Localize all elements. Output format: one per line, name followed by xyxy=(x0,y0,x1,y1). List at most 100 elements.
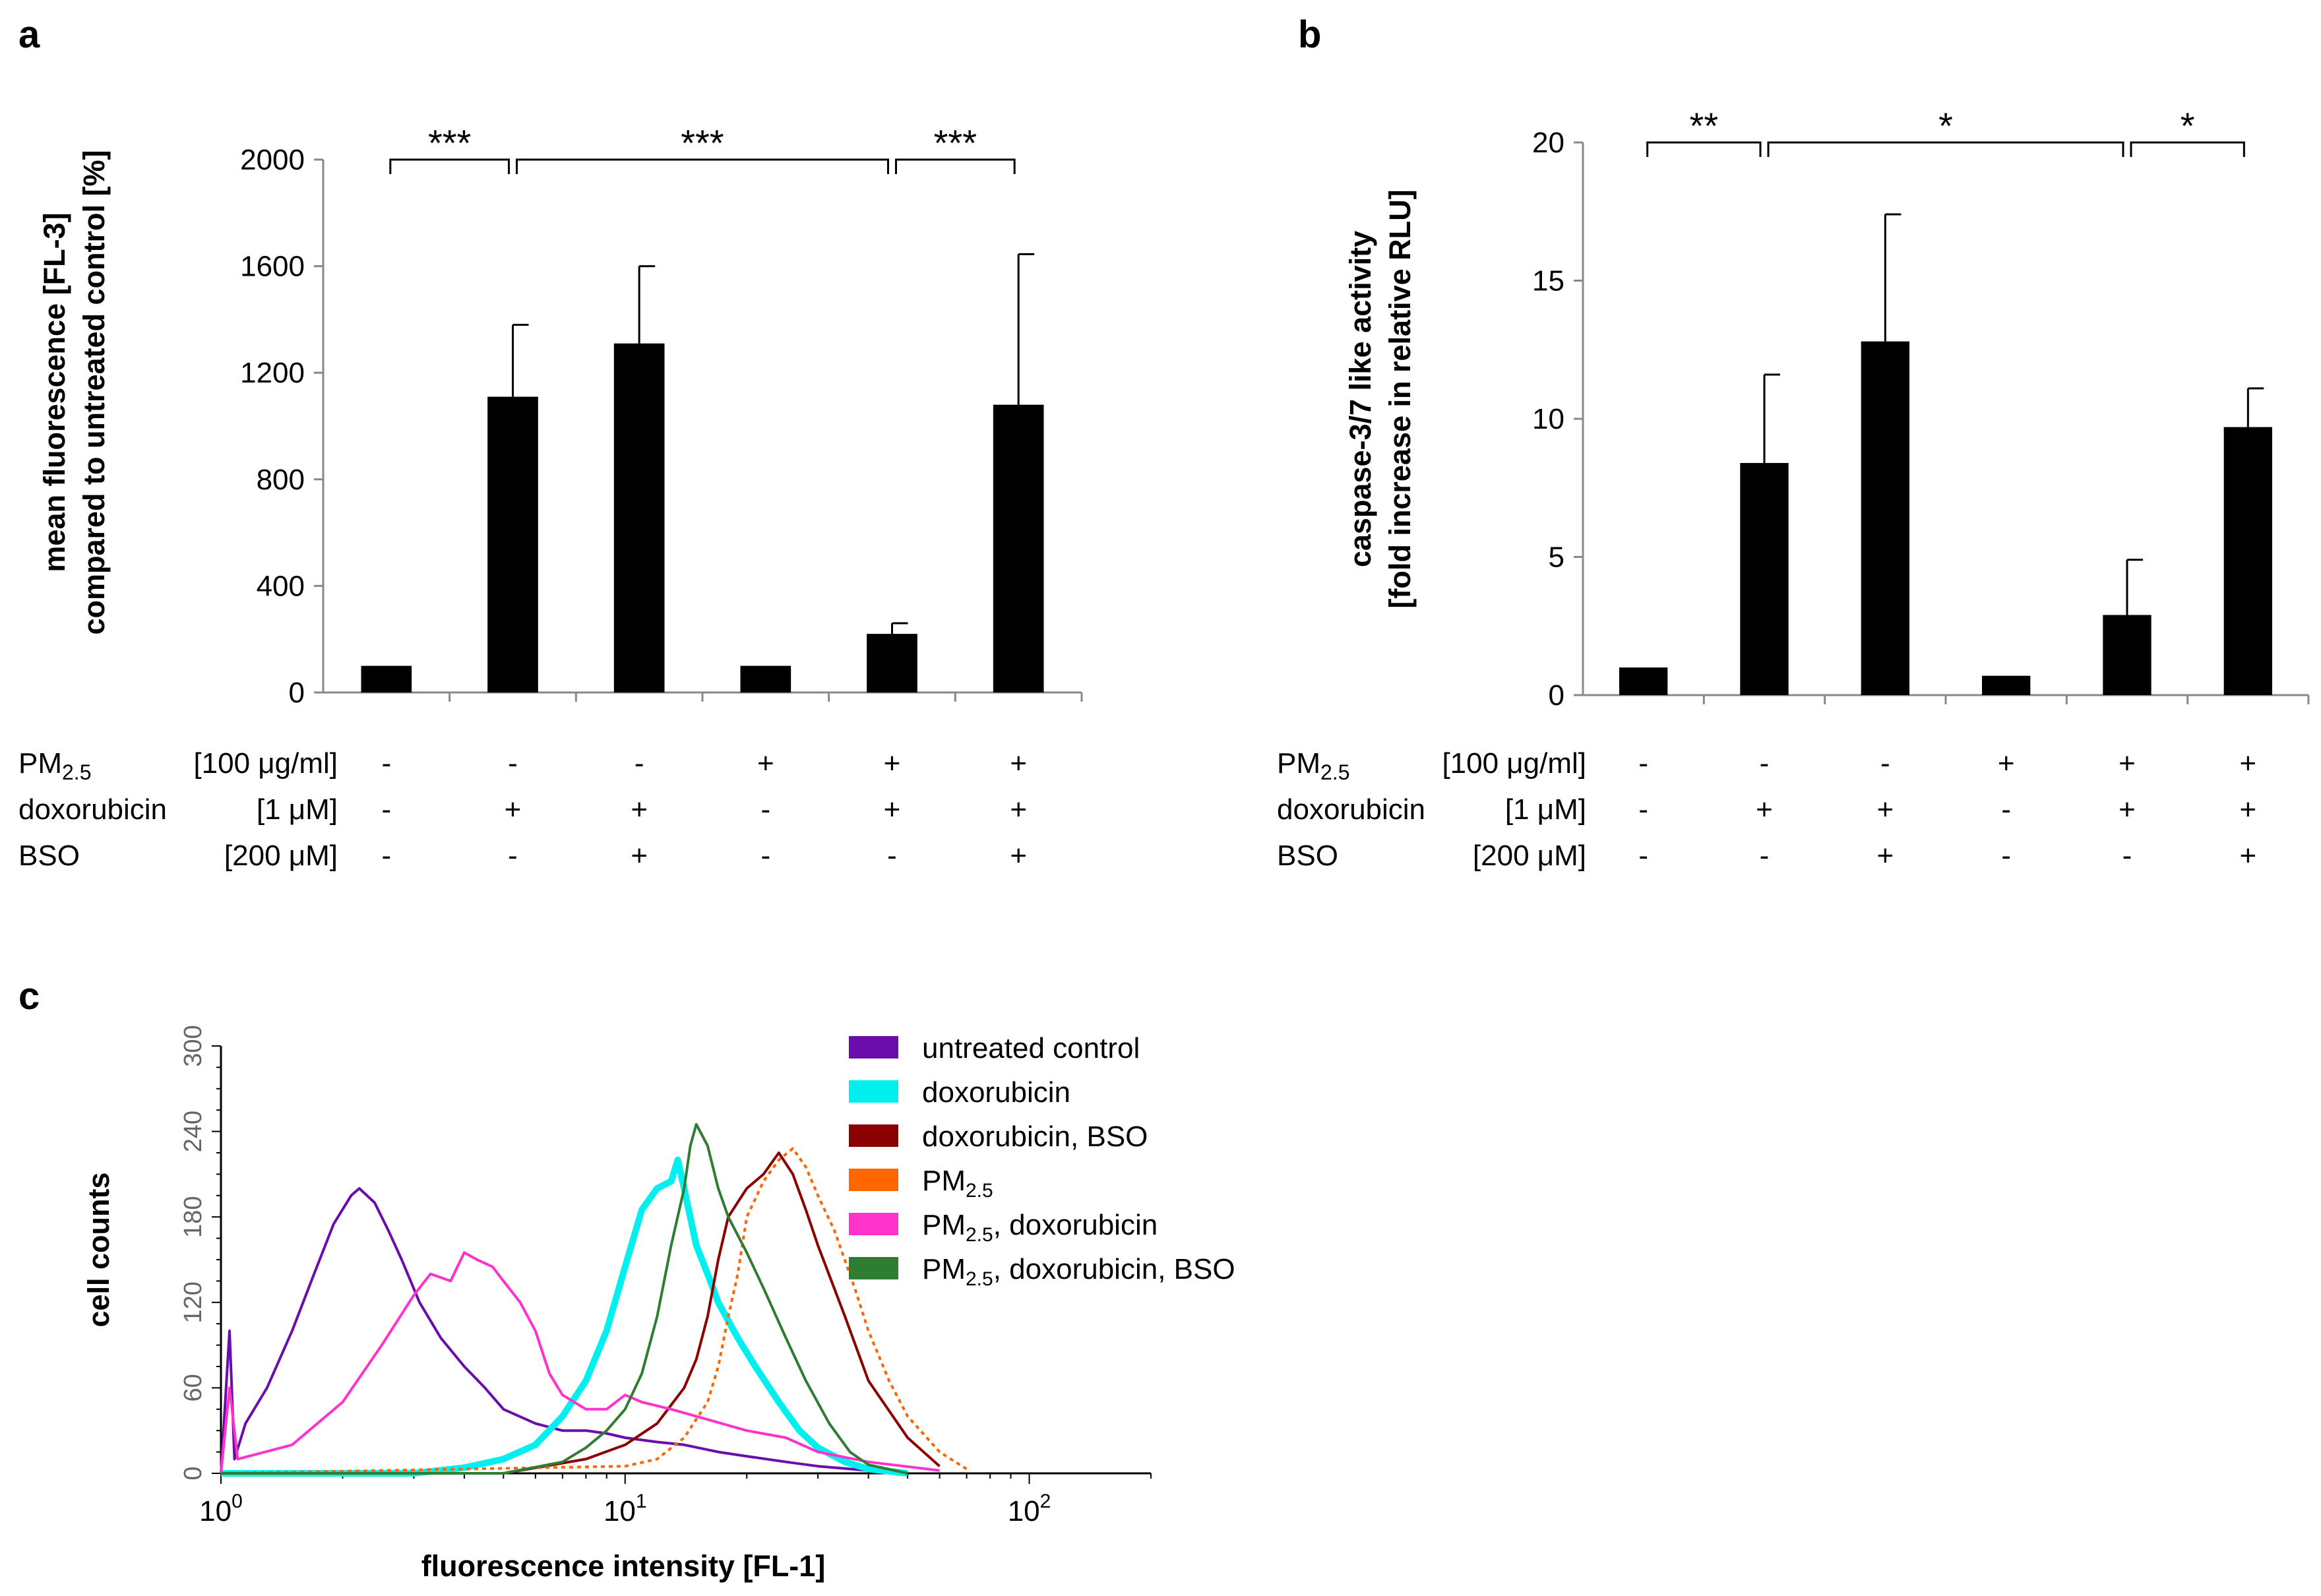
panel-b-significance-bracket xyxy=(1767,141,2124,157)
panel-a-significance-bracket xyxy=(516,158,889,174)
panel-a-significance-bracket xyxy=(895,158,1016,174)
panel-b-bar xyxy=(2103,615,2151,695)
panel-b-y-tick-label: 0 xyxy=(1549,679,1564,712)
panel-c-legend-swatch xyxy=(849,1257,898,1279)
panel-b-y-tick-label: 15 xyxy=(1532,265,1564,297)
panel-b-condition-concentration: [1 μM] xyxy=(1505,793,1586,826)
panel-b-ylabel-line2: [fold increase in relative RLU] xyxy=(1383,189,1417,608)
panel-c-legend-swatch xyxy=(849,1036,898,1059)
panel-label-a: a xyxy=(18,13,40,56)
panel-b-significance-bracket xyxy=(1646,141,1762,157)
panel-a-significance-label: *** xyxy=(934,122,977,164)
panel-c-legend-subscript: 2.5 xyxy=(966,1224,993,1246)
panel-a-condition-name: PM2.5 xyxy=(18,747,91,784)
panel-a-condition-value: + xyxy=(757,747,774,780)
panel-c-y-tick-label: 300 xyxy=(179,1025,207,1066)
panel-c-y-tick-label: 240 xyxy=(179,1111,207,1152)
panel-c-series-line xyxy=(220,1147,968,1475)
panel-c-chart: cell counts fluorescence intensity [FL-1… xyxy=(82,1025,1152,1583)
panel-c-legend-label: PM2.5, doxorubicin xyxy=(922,1209,1158,1246)
panel-c-xlabel: fluorescence intensity [FL-1] xyxy=(421,1549,826,1583)
panel-a-condition-concentration: [1 μM] xyxy=(257,793,338,826)
panel-b-condition-value: - xyxy=(1638,747,1648,780)
panel-c-legend-suffix: , doxorubicin, BSO xyxy=(993,1253,1235,1285)
panel-a-condition-value: + xyxy=(884,747,901,780)
panel-b-ylabel-line1: caspase-3/7 like activity xyxy=(1344,231,1377,567)
panel-a-condition-value: + xyxy=(1010,793,1027,826)
panel-a-condition-value: + xyxy=(631,840,648,872)
panel-a-bar xyxy=(613,343,665,692)
panel-b-condition-name: BSO xyxy=(1277,840,1338,872)
panel-c-series-line xyxy=(220,1187,869,1474)
panel-c-legend-swatch xyxy=(849,1124,898,1147)
panel-a-condition-value: - xyxy=(887,840,897,872)
panel-b-bar xyxy=(2223,427,2272,695)
panel-b-condition-value: - xyxy=(1638,793,1648,826)
panel-a-condition-subscript: 2.5 xyxy=(62,760,91,784)
panel-b-bar xyxy=(1861,341,1909,695)
panel-c-series-line xyxy=(220,1251,940,1474)
panel-a-condition-value: + xyxy=(1010,840,1027,872)
panel-b-significance-label: * xyxy=(1938,105,1953,146)
panel-c-legend-suffix: , doxorubicin xyxy=(993,1209,1158,1241)
panel-a-significance-bracket xyxy=(389,158,510,174)
panel-a-condition-concentration: [200 μM] xyxy=(224,840,338,872)
panel-b-condition-value: + xyxy=(2119,793,2136,826)
panel-a-condition-value: - xyxy=(761,840,771,872)
panel-b-significance-label: * xyxy=(2181,105,2195,146)
panel-a-condition-value: + xyxy=(505,793,522,826)
panel-b-condition-value: - xyxy=(1880,747,1890,780)
panel-b-condition-value: + xyxy=(2239,747,2256,780)
panel-label-b: b xyxy=(1298,13,1321,56)
panel-b-condition-value: - xyxy=(1638,840,1648,872)
panel-b-condition-value: - xyxy=(2001,840,2011,872)
panel-a-condition-value: + xyxy=(1010,747,1027,780)
panel-b-condition-value: - xyxy=(1760,747,1770,780)
panel-b-condition-value: - xyxy=(2122,840,2132,872)
panel-c-legend-label: doxorubicin xyxy=(922,1076,1070,1109)
panel-a-condition-value: - xyxy=(382,840,392,872)
panel-c-legend-label: PM2.5 xyxy=(922,1165,993,1202)
panel-c-legend-subscript: 2.5 xyxy=(966,1268,993,1290)
panel-a-bar xyxy=(867,634,917,692)
panel-c-x-tick-label: 101 xyxy=(603,1490,647,1527)
panel-c-x-tick-label: 100 xyxy=(199,1490,243,1527)
panel-a-bar xyxy=(361,665,412,692)
panel-c-ylabel: cell counts xyxy=(82,1172,115,1327)
panel-b-condition-concentration: [200 μM] xyxy=(1473,840,1586,872)
panel-c-x-tick-exponent: 2 xyxy=(1040,1490,1051,1512)
panel-b-bar xyxy=(1740,463,1789,695)
panel-b-bar xyxy=(1619,667,1668,695)
panel-b-condition-value: + xyxy=(1998,747,2015,780)
panel-a-chart: mean fluorescence [FL-3] compared to unt… xyxy=(38,122,1083,709)
panel-a-significance-label: *** xyxy=(681,122,724,164)
panel-a-y-tick-label: 400 xyxy=(257,570,305,602)
panel-a-condition-concentration: [100 μg/ml] xyxy=(193,747,338,780)
panel-c-y-tick-label: 180 xyxy=(179,1196,207,1237)
panel-a-condition-value: - xyxy=(761,793,771,826)
panel-b-significance-bracket xyxy=(2130,141,2245,157)
panel-c-legend-label: PM2.5, doxorubicin, BSO xyxy=(922,1253,1235,1290)
panel-b-condition-value: + xyxy=(1876,793,1894,826)
panel-b-condition-value: + xyxy=(1876,840,1894,872)
panel-c-series-line xyxy=(221,1156,908,1477)
panel-a-bar xyxy=(740,665,791,692)
panel-c-y-tick-label: 120 xyxy=(179,1281,207,1323)
panel-a-ylabel-line2: compared to untreated control [%] xyxy=(77,150,111,634)
panel-c-x-tick-exponent: 0 xyxy=(232,1490,243,1512)
panel-b-y-tick-label: 20 xyxy=(1532,127,1564,159)
panel-c-legend-label: untreated control xyxy=(922,1032,1140,1064)
panel-c-legend-swatch xyxy=(849,1080,898,1103)
panel-a-y-tick-label: 800 xyxy=(257,464,305,496)
panel-b-condition-value: + xyxy=(2239,793,2256,826)
panel-a-condition-value: + xyxy=(884,793,901,826)
panel-c-legend-swatch xyxy=(849,1213,898,1235)
panel-c-y-tick-label: 60 xyxy=(179,1374,207,1401)
panel-a-condition-name: BSO xyxy=(18,840,80,872)
panel-b-y-tick-label: 5 xyxy=(1549,541,1564,574)
panel-a-bar xyxy=(487,396,538,692)
panel-b-condition-table: PM2.5 [100 μg/ml] - - - + + + doxorubicin [1 μM] -… xyxy=(1277,747,2256,872)
panel-b-significance-label: ** xyxy=(1690,105,1719,146)
panel-a-condition-value: - xyxy=(508,747,518,780)
panel-a-y-tick-label: 0 xyxy=(289,677,305,709)
